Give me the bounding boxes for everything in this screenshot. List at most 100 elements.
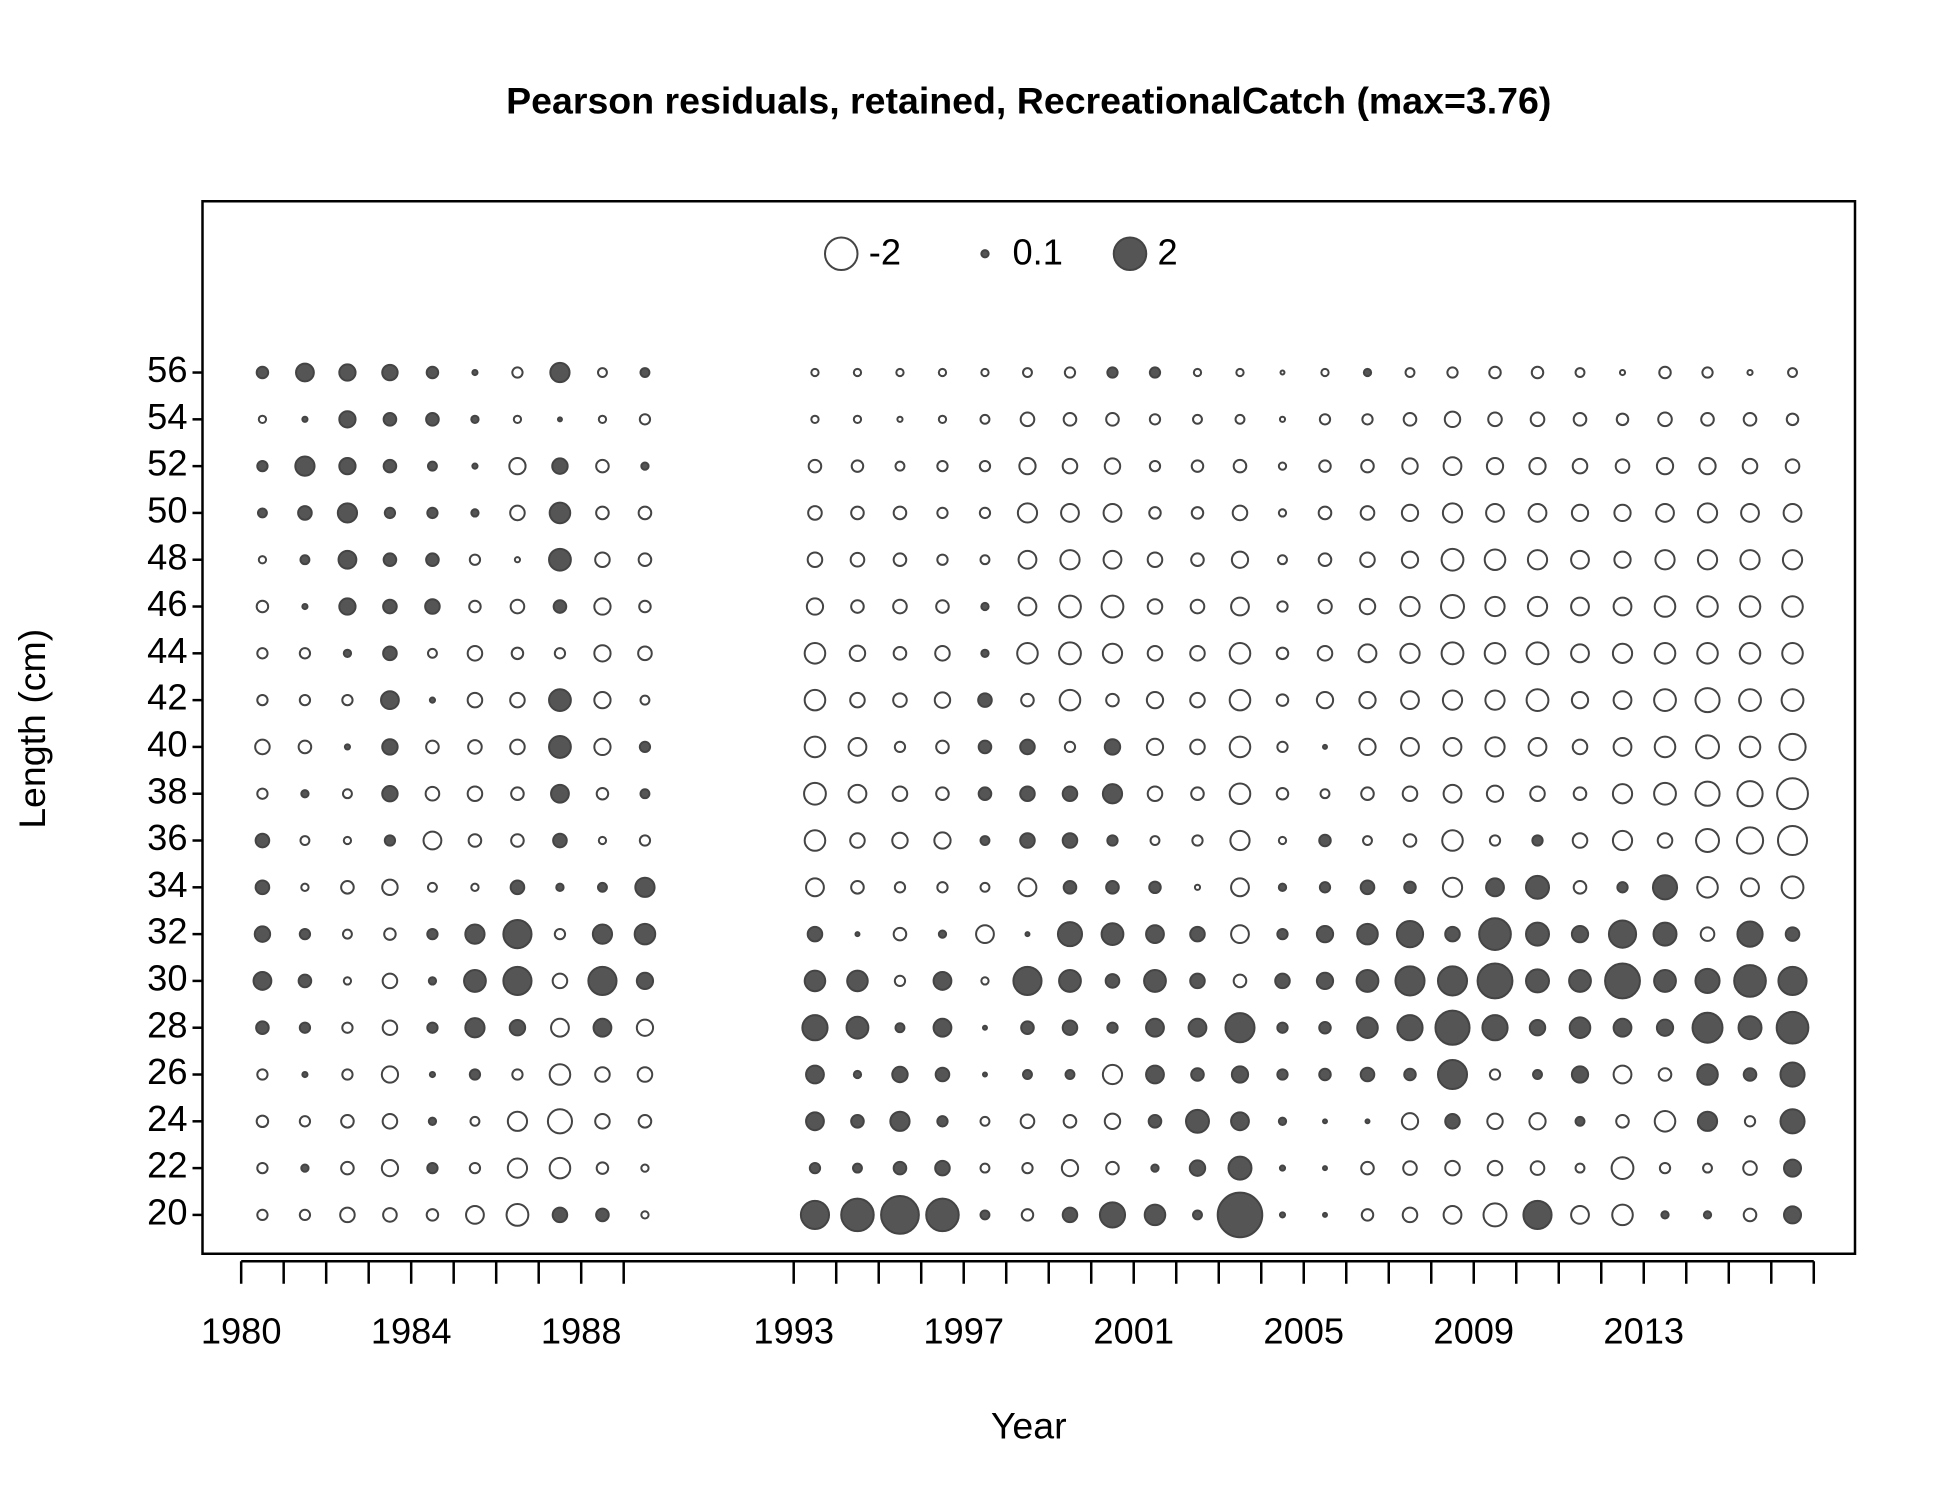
bubble bbox=[382, 552, 398, 568]
y-tick-label: 32 bbox=[147, 911, 187, 952]
bubble bbox=[1613, 503, 1632, 523]
bubble bbox=[1143, 1203, 1167, 1227]
bubble bbox=[466, 691, 484, 709]
bubble bbox=[1660, 1210, 1670, 1220]
bubble bbox=[546, 1108, 573, 1135]
bubble bbox=[1570, 690, 1590, 710]
bubble bbox=[892, 1160, 908, 1176]
bubble bbox=[468, 599, 482, 614]
bubble bbox=[468, 1161, 482, 1175]
y-axis-label: Length (cm) bbox=[11, 629, 53, 829]
bubble bbox=[341, 1021, 354, 1034]
bubble bbox=[1488, 365, 1502, 380]
bubble bbox=[803, 829, 827, 852]
bubble bbox=[1400, 503, 1420, 523]
bubble bbox=[850, 459, 865, 473]
bubble bbox=[593, 597, 612, 616]
bubble bbox=[847, 783, 868, 804]
bubble bbox=[471, 462, 479, 470]
bubble bbox=[1150, 1163, 1160, 1173]
bubble bbox=[1776, 824, 1809, 857]
bubble bbox=[380, 690, 400, 711]
bubble bbox=[1653, 595, 1677, 618]
bubble bbox=[1527, 737, 1548, 757]
bubble bbox=[1276, 600, 1289, 613]
bubble bbox=[256, 693, 269, 707]
bubble bbox=[1574, 367, 1586, 378]
bubble bbox=[1615, 412, 1630, 427]
bubble bbox=[638, 834, 652, 847]
bubble bbox=[1277, 835, 1288, 846]
y-tick-label: 48 bbox=[147, 536, 187, 577]
bubble bbox=[1484, 595, 1506, 618]
bubble bbox=[1702, 1210, 1713, 1220]
bubble bbox=[1651, 874, 1679, 901]
bubble bbox=[297, 739, 313, 755]
bubble bbox=[1105, 692, 1120, 708]
bubble bbox=[592, 1017, 613, 1038]
bubble bbox=[1530, 365, 1545, 380]
bubble bbox=[383, 834, 397, 847]
bubble bbox=[980, 367, 990, 378]
bubble bbox=[466, 645, 484, 662]
bubble bbox=[850, 1114, 865, 1129]
bubble bbox=[1571, 457, 1589, 475]
bubble bbox=[1146, 645, 1164, 662]
bubble bbox=[1741, 457, 1759, 475]
bubble bbox=[1440, 641, 1465, 666]
x-tick-label: 1988 bbox=[541, 1310, 622, 1351]
bubble bbox=[805, 877, 825, 898]
bubble bbox=[1317, 598, 1333, 615]
bubble bbox=[1190, 1067, 1205, 1082]
bubble bbox=[936, 1115, 949, 1128]
bubble bbox=[464, 1017, 486, 1039]
bubble bbox=[256, 1068, 269, 1081]
bubble bbox=[977, 739, 993, 755]
bubble bbox=[1234, 413, 1246, 425]
bubble bbox=[1742, 1207, 1758, 1223]
bubble bbox=[252, 971, 273, 991]
legend-label: 2 bbox=[1158, 232, 1178, 273]
bubble bbox=[1360, 1208, 1375, 1222]
bubble bbox=[1279, 369, 1286, 376]
bubble bbox=[1484, 736, 1506, 758]
bubble bbox=[1528, 1112, 1547, 1131]
bubble bbox=[850, 880, 865, 895]
bubble bbox=[1525, 874, 1550, 900]
bubble bbox=[1058, 594, 1082, 619]
bubble bbox=[1696, 876, 1719, 899]
bubble bbox=[1694, 780, 1721, 807]
bubble bbox=[465, 1205, 485, 1225]
bubble bbox=[340, 1160, 355, 1176]
bubble bbox=[381, 785, 399, 803]
bubble bbox=[1063, 740, 1077, 754]
bubble bbox=[556, 416, 563, 423]
bubble bbox=[510, 833, 525, 848]
bubble bbox=[848, 644, 867, 663]
bubble bbox=[509, 504, 526, 522]
x-tick-label: 2013 bbox=[1603, 1310, 1684, 1351]
bubble bbox=[468, 553, 482, 566]
bubble bbox=[1441, 829, 1464, 852]
bubble bbox=[1019, 738, 1036, 756]
bubble bbox=[639, 694, 651, 706]
bubble bbox=[550, 1017, 570, 1038]
bubble bbox=[1485, 784, 1505, 803]
bubble bbox=[380, 1065, 400, 1084]
bubble bbox=[1101, 1063, 1124, 1086]
bubble bbox=[1232, 458, 1248, 474]
bubble bbox=[1276, 1068, 1289, 1081]
bubble bbox=[806, 925, 824, 943]
bubble bbox=[1394, 965, 1426, 997]
bubble bbox=[1780, 688, 1805, 713]
bubble bbox=[1528, 457, 1547, 476]
bubble bbox=[1062, 1114, 1078, 1129]
bubble bbox=[1739, 549, 1761, 571]
bubble bbox=[1189, 691, 1206, 709]
bubble bbox=[255, 1114, 270, 1129]
bubble bbox=[808, 1161, 822, 1175]
bubble bbox=[1696, 1110, 1719, 1132]
bubble bbox=[892, 505, 908, 521]
bubble bbox=[1607, 919, 1638, 949]
bubble bbox=[845, 1015, 870, 1040]
